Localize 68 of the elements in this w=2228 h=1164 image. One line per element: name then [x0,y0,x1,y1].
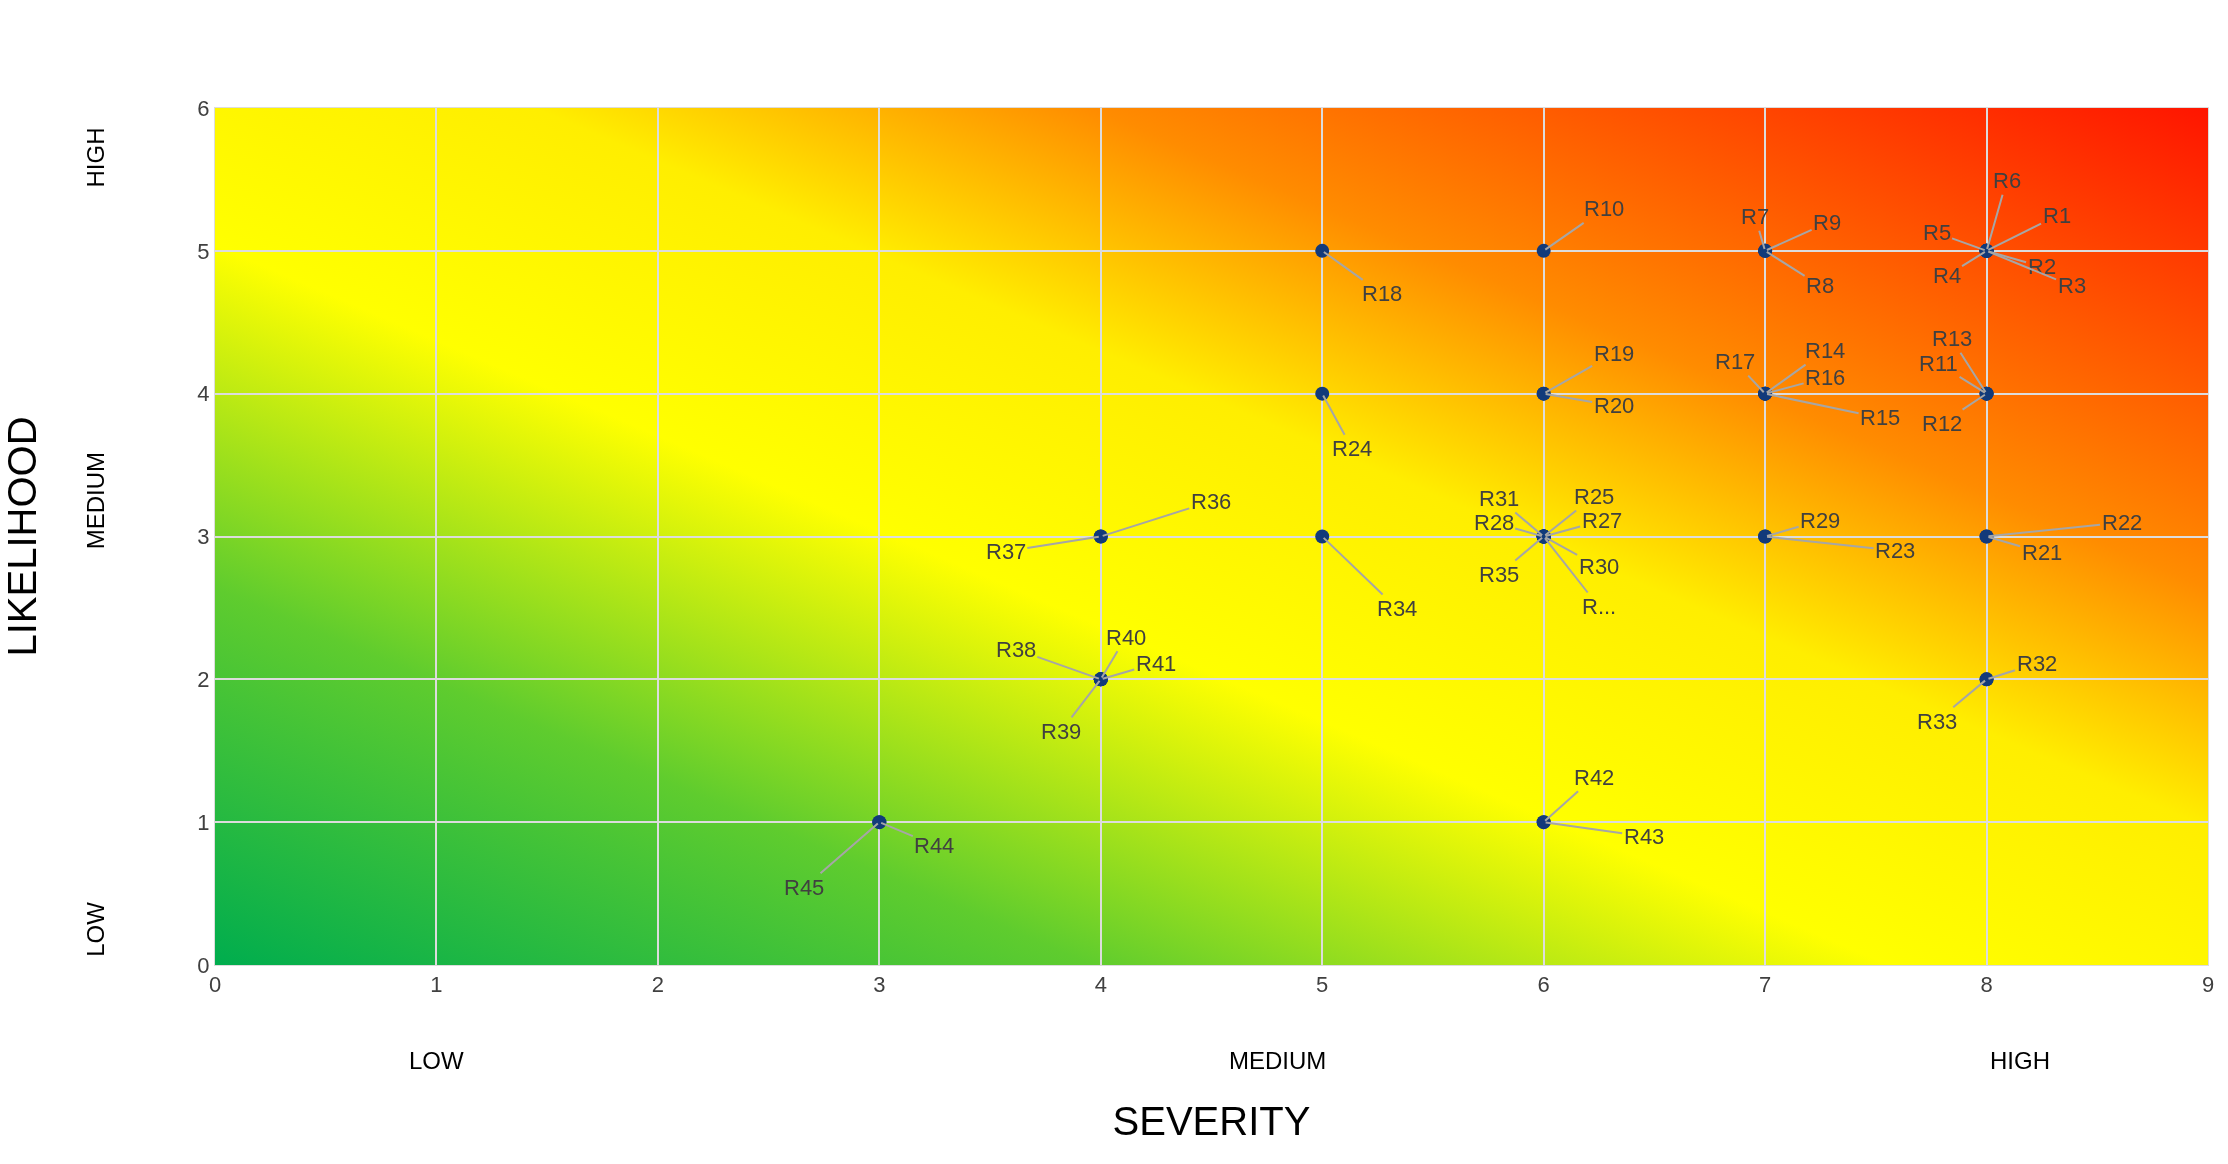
annotation: R17 [1715,349,1756,374]
annotation: R42 [1574,765,1615,790]
annotation: R39 [1041,719,1082,744]
y-tick-label: 0 [197,952,210,978]
annotation: R22 [2102,510,2143,535]
annotation: R5 [1923,220,1952,245]
annotation: R20 [1594,393,1635,418]
annotation: R12 [1922,411,1963,436]
annotation: R32 [2017,651,2058,676]
text: MEDIUM [1229,1047,1327,1074]
x-tick-label: 2 [651,972,665,998]
x-axis-title: SEVERITY [1112,1098,1311,1143]
text: MEDIUM [81,451,109,550]
x-tick-label: 9 [2201,972,2215,998]
annotation: R16 [1805,365,1846,390]
annotation: R13 [1932,326,1973,351]
y-tick-label: 4 [197,381,210,407]
annotation: R... [1582,594,1617,619]
annotation: R18 [1362,281,1403,306]
annotation: R15 [1860,405,1901,430]
text: LOW [82,901,110,957]
annotation: R10 [1584,196,1625,221]
annotation: R36 [1191,489,1232,514]
x-tick-label: 1 [430,972,443,998]
x-tick-label: 3 [873,972,886,998]
annotation: R34 [1377,596,1418,621]
text: HIGH [81,127,109,188]
annotation: R31 [1479,486,1520,511]
annotation: R40 [1106,625,1147,650]
annotation: R8 [1806,273,1835,298]
annotation: R29 [1800,508,1841,533]
x-tick-label: 5 [1316,972,1329,998]
annotation: R37 [986,539,1027,564]
annotation: R24 [1332,436,1373,461]
annotation: R21 [2022,540,2063,565]
y-tick-label: 5 [197,238,210,264]
annotation: R38 [996,637,1037,662]
annotation: R30 [1579,554,1620,579]
annotation: R41 [1136,651,1177,676]
y-axis-title: LIKELIHOOD [0,416,44,657]
annotation: R1 [2043,203,2072,228]
annotation: R27 [1582,508,1623,533]
annotation: R6 [1993,168,2022,193]
x-tick-label: 6 [1537,972,1550,998]
annotation: R35 [1479,562,1520,587]
annotation: R9 [1813,210,1842,235]
annotation: R11 [1919,351,1958,376]
annotation: R44 [914,833,955,858]
y-tick-label: 6 [197,95,210,121]
annotation: R14 [1805,338,1846,363]
annotation: R33 [1917,709,1958,734]
annotation: R43 [1624,824,1665,849]
text: LOW [409,1047,465,1074]
x-tick-label: 7 [1758,972,1772,998]
y-tick-label: 3 [197,524,210,550]
x-tick-label: 4 [1094,972,1107,998]
annotation: R45 [784,875,825,900]
text: HIGH [1990,1047,2050,1074]
annotation: R2 [2028,254,2057,279]
annotation: R25 [1574,484,1615,509]
y-tick-label: 1 [197,809,210,835]
annotation: R19 [1594,341,1635,366]
x-tick-label: 8 [1980,972,1993,998]
annotation: R4 [1933,263,1962,288]
y-tick-label: 2 [197,667,210,693]
annotation: R28 [1474,510,1515,535]
annotation: R23 [1875,538,1916,563]
annotation: R3 [2058,273,2087,298]
